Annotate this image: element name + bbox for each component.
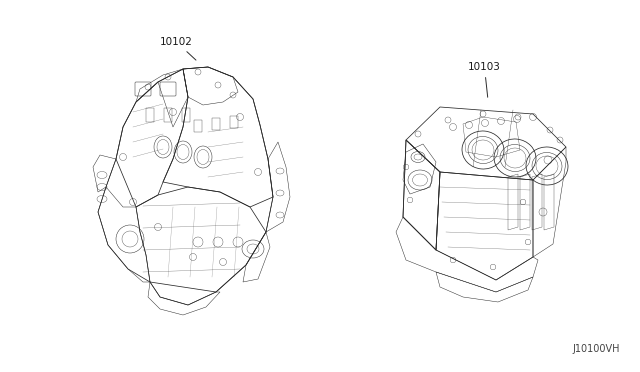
Bar — [212, 118, 220, 130]
Text: 10103: 10103 — [468, 62, 501, 97]
Text: 10102: 10102 — [160, 37, 196, 60]
Bar — [194, 120, 202, 132]
Text: J10100VH: J10100VH — [573, 344, 620, 354]
Bar — [182, 108, 190, 122]
Bar — [146, 108, 154, 122]
Bar — [164, 108, 172, 122]
Bar — [230, 116, 238, 128]
